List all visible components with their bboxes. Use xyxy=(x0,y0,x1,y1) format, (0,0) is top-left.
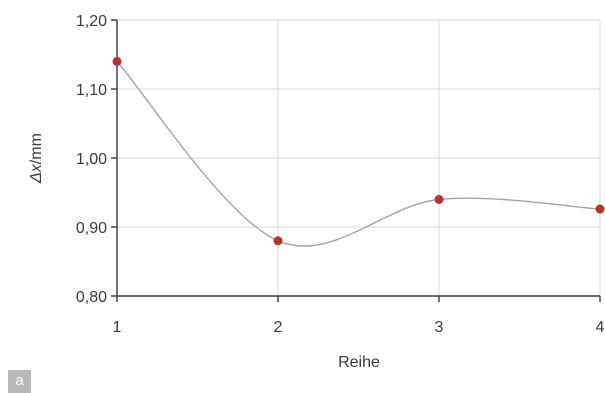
series-line xyxy=(116,60,601,247)
y-axis-symbol: Δx xyxy=(28,163,45,184)
y-tick-label: 0,80 xyxy=(76,289,107,306)
y-axis-title: Δx/mm xyxy=(28,133,45,184)
x-tick-label: 1 xyxy=(113,319,122,336)
x-tick-label: 3 xyxy=(435,319,444,336)
x-axis-title: Reihe xyxy=(338,354,380,371)
y-tick-label: 0,90 xyxy=(76,220,107,237)
x-tick-label: 2 xyxy=(274,319,283,336)
y-tick-label: 1,20 xyxy=(76,13,107,30)
data-point xyxy=(273,236,283,246)
axes xyxy=(111,19,601,302)
series xyxy=(112,56,605,247)
y-axis-unit: /mm xyxy=(28,133,45,164)
y-tick-label: 1,10 xyxy=(76,82,107,99)
data-point xyxy=(434,194,444,204)
x-tick-label: 4 xyxy=(596,319,605,336)
tick-labels: 0,80 0,90 1,00 1,10 1,20 1 2 3 4 xyxy=(76,13,605,336)
data-point xyxy=(595,204,605,214)
panel-label: a xyxy=(8,370,31,393)
y-tick-label: 1,00 xyxy=(76,151,107,168)
gridlines xyxy=(117,19,601,296)
data-point xyxy=(112,56,122,66)
